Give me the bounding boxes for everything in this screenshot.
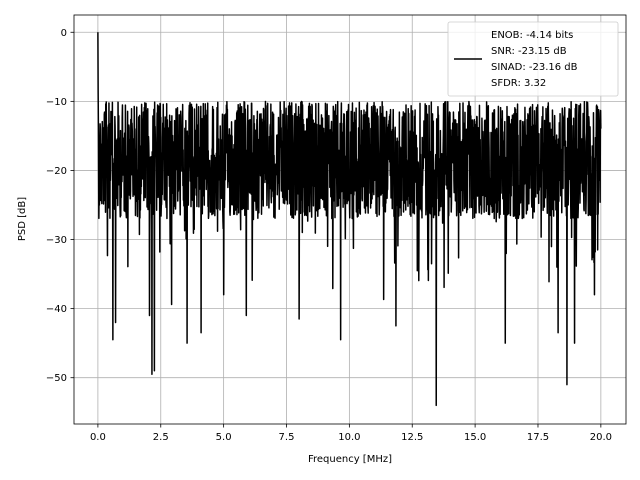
x-tick-label: 17.5	[527, 432, 549, 443]
x-tick-label: 10.0	[338, 432, 360, 443]
x-tick-label: 5.0	[216, 432, 232, 443]
x-axis-label: Frequency [MHz]	[308, 454, 392, 465]
plot-area	[97, 32, 602, 407]
y-tick-label: 0	[61, 28, 67, 39]
legend: ENOB: -4.14 bits SNR: -23.15 dB SINAD: -…	[447, 21, 619, 97]
y-tick-label: −30	[46, 235, 67, 246]
legend-entry-sinad: SINAD: -23.16 dB	[491, 62, 578, 73]
y-tick-label: −20	[46, 166, 67, 177]
legend-entry-enob: ENOB: -4.14 bits	[491, 30, 573, 41]
x-tick-label: 7.5	[279, 432, 295, 443]
x-tick-label: 12.5	[401, 432, 423, 443]
y-tick-label: −50	[46, 373, 67, 384]
x-tick-label: 2.5	[153, 432, 169, 443]
y-axis-ticks: 0 −10 −20 −30 −40 −50	[46, 28, 74, 384]
legend-entry-snr: SNR: -23.15 dB	[491, 46, 567, 57]
psd-series-line	[97, 32, 602, 407]
axes-frame	[73, 14, 627, 425]
y-tick-label: −10	[46, 97, 67, 108]
y-tick-label: −40	[46, 304, 67, 315]
legend-entry-sfdr: SFDR: 3.32	[491, 78, 546, 89]
x-axis-ticks: 0.0 2.5 5.0 7.5 10.0 12.5 15.0 17.5 20.0	[90, 424, 612, 443]
x-tick-label: 0.0	[90, 432, 106, 443]
x-tick-label: 15.0	[464, 432, 486, 443]
x-tick-label: 20.0	[590, 432, 612, 443]
legend-box	[447, 21, 619, 97]
y-axis-label: PSD [dB]	[17, 197, 28, 241]
